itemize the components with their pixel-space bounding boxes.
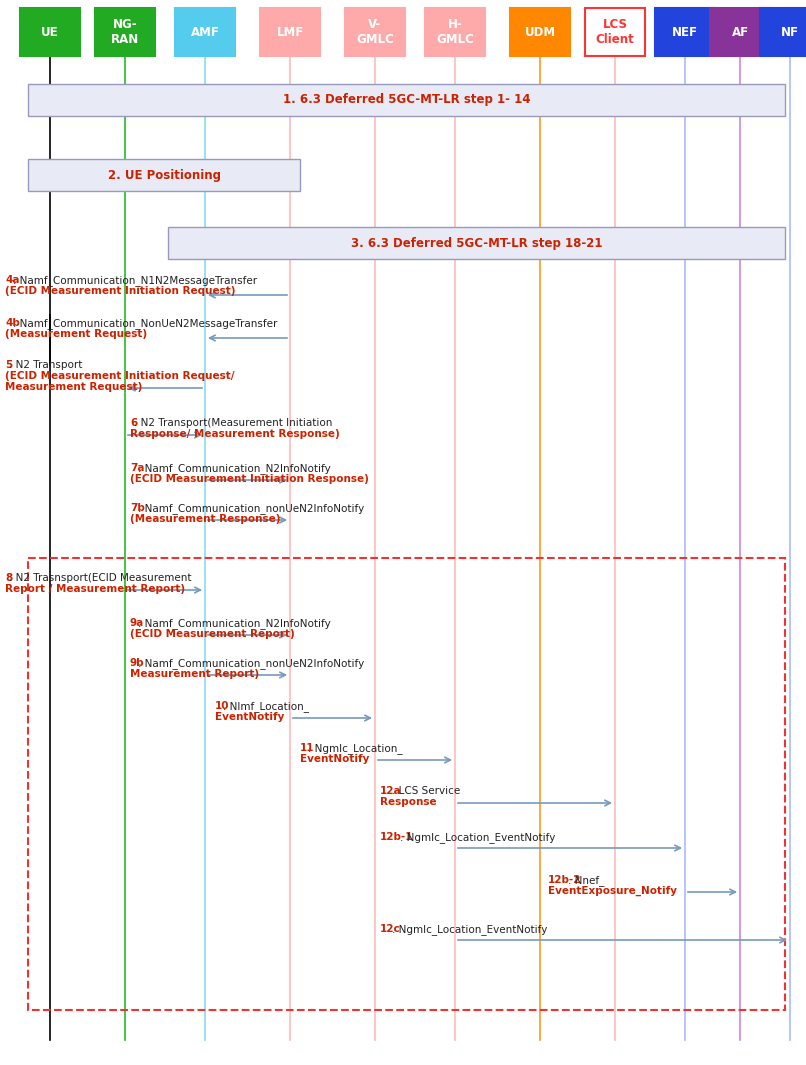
Text: 12b-2: 12b-2 [548, 875, 581, 885]
Text: . N2 Transport: . N2 Transport [9, 360, 82, 370]
Text: AMF: AMF [190, 26, 219, 38]
Bar [655, 9, 715, 56]
Text: . LCS Service: . LCS Service [392, 786, 460, 796]
Bar [425, 9, 485, 56]
Text: . N2 Trasnsport(ECID Measurement: . N2 Trasnsport(ECID Measurement [9, 573, 191, 583]
Text: Report / Measurement Report): Report / Measurement Report) [5, 584, 185, 594]
Text: 7a: 7a [130, 463, 144, 473]
Text: . Nnef_: . Nnef_ [567, 875, 604, 886]
Text: NF: NF [781, 26, 799, 38]
Text: . Namf_Communication_nonUeN2InfoNotify: . Namf_Communication_nonUeN2InfoNotify [138, 503, 364, 514]
Text: 9a: 9a [130, 618, 144, 628]
Text: . Ngmlc_Location_: . Ngmlc_Location_ [308, 743, 402, 754]
Text: V-
GMLC: V- GMLC [356, 18, 394, 46]
Text: Measurement Report): Measurement Report) [130, 669, 259, 679]
Text: EventNotify: EventNotify [215, 712, 285, 722]
Bar [28, 558, 785, 1010]
Text: EventNotify: EventNotify [300, 754, 369, 764]
Text: (Measurement Request): (Measurement Request) [5, 329, 147, 339]
Text: (ECID Measurement Initiation Response): (ECID Measurement Initiation Response) [130, 474, 369, 484]
Text: . Ngmlc_Location_EventNotify: . Ngmlc_Location_EventNotify [392, 924, 547, 935]
Text: Response: Response [380, 797, 437, 807]
Text: (ECID Measurement Initiation Request): (ECID Measurement Initiation Request) [5, 286, 235, 296]
Bar [28, 84, 785, 116]
Text: 1. 6.3 Deferred 5GC-MT-LR step 1- 14: 1. 6.3 Deferred 5GC-MT-LR step 1- 14 [283, 94, 530, 107]
Text: . Namf_Communication_N2InfoNotify: . Namf_Communication_N2InfoNotify [138, 463, 330, 474]
Text: 12c: 12c [380, 924, 401, 934]
Text: LMF: LMF [276, 26, 304, 38]
Bar [95, 9, 155, 56]
Text: UDM: UDM [525, 26, 555, 38]
Text: NEF: NEF [672, 26, 698, 38]
Bar [28, 159, 300, 191]
Text: (Measurement Response): (Measurement Response) [130, 514, 280, 524]
Text: 7b: 7b [130, 503, 145, 513]
Text: UE: UE [41, 26, 59, 38]
Bar [175, 9, 235, 56]
Text: 4a: 4a [5, 275, 19, 285]
Text: 3. 6.3 Deferred 5GC-MT-LR step 18-21: 3. 6.3 Deferred 5GC-MT-LR step 18-21 [351, 236, 602, 249]
Bar [760, 9, 806, 56]
Text: . N2 Transport(Measurement Initiation: . N2 Transport(Measurement Initiation [134, 417, 332, 428]
Text: . Namf_Communication_nonUeN2InfoNotify: . Namf_Communication_nonUeN2InfoNotify [138, 658, 364, 669]
Text: AF: AF [731, 26, 749, 38]
Bar [510, 9, 570, 56]
Text: 4b: 4b [5, 318, 20, 328]
Text: 9b: 9b [130, 658, 144, 668]
Bar [168, 227, 785, 259]
Text: 8: 8 [5, 573, 12, 583]
Text: EventExposure_Notify: EventExposure_Notify [548, 886, 677, 897]
Text: 12b-1: 12b-1 [380, 832, 413, 842]
Text: 6: 6 [130, 417, 137, 428]
Text: . Namf_Communication_N2InfoNotify: . Namf_Communication_N2InfoNotify [138, 618, 330, 629]
Text: Response/ Measurement Response): Response/ Measurement Response) [130, 429, 340, 439]
Text: NG-
RAN: NG- RAN [111, 18, 139, 46]
Text: 12a: 12a [380, 786, 401, 796]
Bar [345, 9, 405, 56]
Bar [260, 9, 320, 56]
Bar [585, 9, 645, 56]
Bar [20, 9, 80, 56]
Text: (ECID Measurement Report): (ECID Measurement Report) [130, 629, 295, 639]
Bar [710, 9, 770, 56]
Text: Measurement Request): Measurement Request) [5, 382, 143, 392]
Text: (ECID Measurement Initiation Request/: (ECID Measurement Initiation Request/ [5, 371, 235, 381]
Text: . Ngmlc_Location_EventNotify: . Ngmlc_Location_EventNotify [400, 832, 555, 842]
Text: 11: 11 [300, 743, 314, 753]
Text: . Nlmf_Location_: . Nlmf_Location_ [222, 701, 309, 711]
Text: 5: 5 [5, 360, 12, 370]
Text: 2. UE Positioning: 2. UE Positioning [107, 168, 221, 181]
Text: H-
GMLC: H- GMLC [436, 18, 474, 46]
Text: LCS
Client: LCS Client [596, 18, 634, 46]
Text: . Namf_Communication_NonUeN2MessageTransfer: . Namf_Communication_NonUeN2MessageTrans… [13, 318, 277, 329]
Text: . Namf_Communication_N1N2MessageTransfer: . Namf_Communication_N1N2MessageTransfer [13, 275, 257, 285]
Text: 10: 10 [215, 701, 230, 711]
